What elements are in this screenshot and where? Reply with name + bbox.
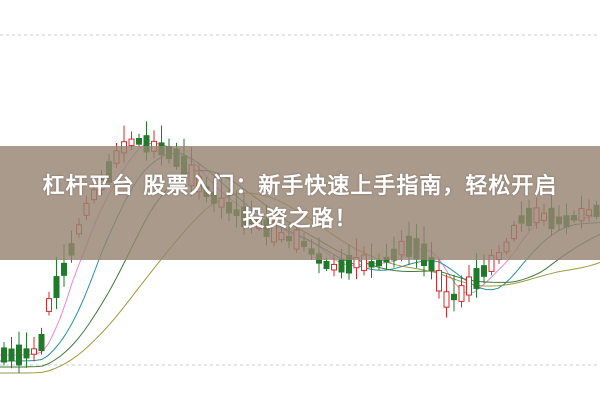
candle-body [136,138,142,145]
candle-body [436,270,442,292]
candle-body [1,347,7,363]
candle-body [338,258,345,273]
candle-body [481,265,487,277]
candle-body [458,285,465,302]
title-line-1: 杠杆平台 股票入门：新手快速上手指南，轻松开启 [42,174,558,199]
candle-body [38,333,45,352]
candle-body [46,298,52,312]
candle-body [473,268,480,289]
candle-body [368,261,375,268]
candle-body [331,263,337,271]
candle-body [466,276,472,296]
candle-body [128,138,135,147]
candle-body [8,348,15,362]
candle-body [53,276,60,298]
candle-body [61,262,67,276]
candle-body [376,260,382,267]
candle-body [443,291,450,308]
candle-body [451,293,457,301]
title-banner: 杠杆平台 股票入门：新手快速上手指南，轻松开启 投资之路！ [0,146,600,260]
candle-body [323,260,330,269]
title-line-2: 投资之路！ [242,207,358,232]
candle-body [16,344,22,366]
candle-body [31,348,37,355]
candle-body [23,348,30,359]
